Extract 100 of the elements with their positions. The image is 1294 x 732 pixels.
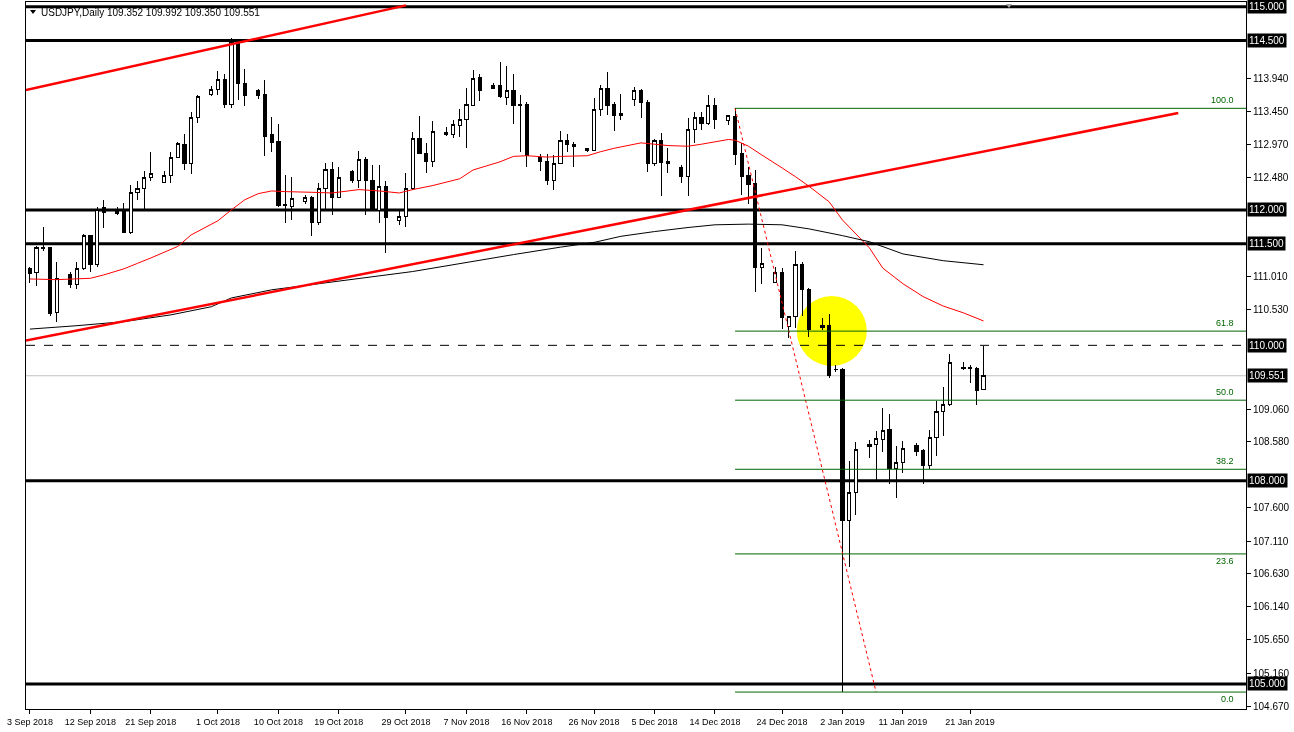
candlestick — [934, 400, 939, 457]
candlestick — [182, 133, 187, 171]
candlestick — [54, 261, 59, 323]
candlestick — [558, 130, 563, 165]
y-tick-label: 107.110 — [1253, 535, 1289, 547]
candlestick — [699, 111, 704, 131]
x-tick-label: 26 Nov 2018 — [568, 716, 620, 727]
candlestick — [598, 84, 603, 117]
ref-line-label: 105.000 — [1249, 678, 1286, 689]
candlestick — [941, 386, 946, 437]
series-label: 0.0 — [1221, 694, 1234, 704]
x-tick-label: 7 Nov 2018 — [443, 716, 490, 727]
candlestick — [645, 99, 650, 173]
candlestick — [511, 73, 516, 125]
candlestick — [464, 87, 469, 149]
candlestick — [605, 71, 610, 116]
candlestick — [356, 150, 362, 189]
candlestick — [665, 147, 671, 174]
y-tick-label: 105.650 — [1253, 634, 1290, 646]
ref-line-label: 112.000 — [1249, 204, 1285, 215]
y-tick-label: 110.530 — [1253, 303, 1289, 315]
candlestick — [262, 79, 268, 157]
series-label: 100.0 — [1211, 95, 1234, 105]
candlestick — [551, 154, 556, 191]
chart-title: USDJPY,Daily 109.352 109.992 109.350 109.551 — [41, 6, 261, 18]
y-tick-label: 109.060 — [1253, 403, 1290, 415]
candlestick — [706, 94, 711, 126]
candlestick — [336, 166, 341, 199]
candlestick — [591, 97, 597, 152]
candlestick — [215, 70, 221, 96]
candlestick — [423, 142, 429, 174]
x-tick-label: 16 Nov 2018 — [501, 716, 553, 727]
candlestick — [585, 147, 590, 153]
candlestick — [222, 73, 227, 109]
candlestick — [175, 141, 180, 159]
candlestick — [571, 141, 577, 168]
series-label: 38.2 — [1216, 456, 1234, 466]
candlestick — [900, 440, 906, 474]
candlestick — [692, 111, 697, 144]
candlestick — [632, 86, 637, 107]
y-tick-label: 112.970 — [1253, 138, 1289, 150]
x-tick-label: 21 Jan 2019 — [945, 716, 995, 727]
candlestick — [947, 353, 953, 407]
candlestick — [47, 246, 53, 317]
candlestick — [303, 194, 308, 205]
candlestick — [188, 111, 194, 175]
x-tick-label: 14 Dec 2018 — [689, 716, 741, 727]
candlestick — [444, 126, 449, 137]
candlestick — [759, 247, 765, 285]
candlestick — [544, 153, 550, 186]
candlestick — [565, 133, 570, 153]
candlestick — [148, 151, 153, 182]
ref-line-label: 110.000 — [1249, 340, 1285, 351]
x-tick-label: 21 Sep 2018 — [125, 716, 177, 727]
x-tick-label: 5 Dec 2018 — [631, 716, 678, 727]
y-tick-label: 113.450 — [1253, 106, 1289, 118]
candlestick — [961, 361, 966, 371]
series-label: 23.6 — [1216, 556, 1234, 566]
x-tick-label: 24 Dec 2018 — [756, 716, 808, 727]
x-tick-label: 29 Oct 2018 — [381, 716, 431, 727]
x-tick-label: 12 Sep 2018 — [64, 716, 116, 727]
x-tick-label: 19 Oct 2018 — [314, 716, 364, 727]
ref-line-label: 108.000 — [1249, 475, 1286, 486]
candlestick — [497, 61, 503, 99]
candlestick — [450, 119, 456, 139]
candlestick — [457, 108, 462, 138]
candlestick — [209, 85, 214, 97]
candlestick — [524, 101, 530, 168]
candlestick — [779, 267, 785, 330]
candlestick — [638, 88, 644, 119]
ref-line-label: 115.000 — [1249, 1, 1285, 12]
candlestick — [518, 94, 523, 153]
candlestick — [880, 407, 885, 453]
series-label: 50.0 — [1216, 387, 1234, 397]
candlestick — [135, 180, 140, 201]
candlestick — [652, 138, 657, 167]
candlestick — [504, 65, 509, 106]
candlestick — [417, 115, 422, 155]
x-tick-label: 2 Jan 2019 — [820, 716, 865, 727]
ref-line-label: 111.500 — [1249, 238, 1285, 249]
x-tick-label: 10 Oct 2018 — [253, 716, 303, 727]
x-tick-label: 3 Sep 2018 — [6, 716, 53, 727]
candlestick — [793, 250, 798, 329]
candlestick — [746, 166, 751, 205]
candlestick — [800, 261, 805, 317]
y-tick-label: 107.600 — [1253, 502, 1290, 514]
candlestick — [739, 142, 744, 196]
candlestick — [618, 93, 624, 121]
candlestick — [820, 317, 825, 331]
series-label: 61.8 — [1216, 318, 1234, 328]
x-tick-label: 1 Oct 2018 — [195, 716, 240, 727]
candlestick — [350, 169, 355, 184]
y-tick-label: 105.160 — [1253, 667, 1290, 679]
y-tick-label: 113.940 — [1253, 73, 1289, 85]
candlestick — [195, 94, 200, 124]
candlestick — [967, 364, 973, 384]
candlestick — [162, 170, 167, 184]
y-tick-label: 108.580 — [1253, 436, 1290, 447]
candlestick — [430, 120, 435, 168]
candlestick — [726, 115, 731, 126]
